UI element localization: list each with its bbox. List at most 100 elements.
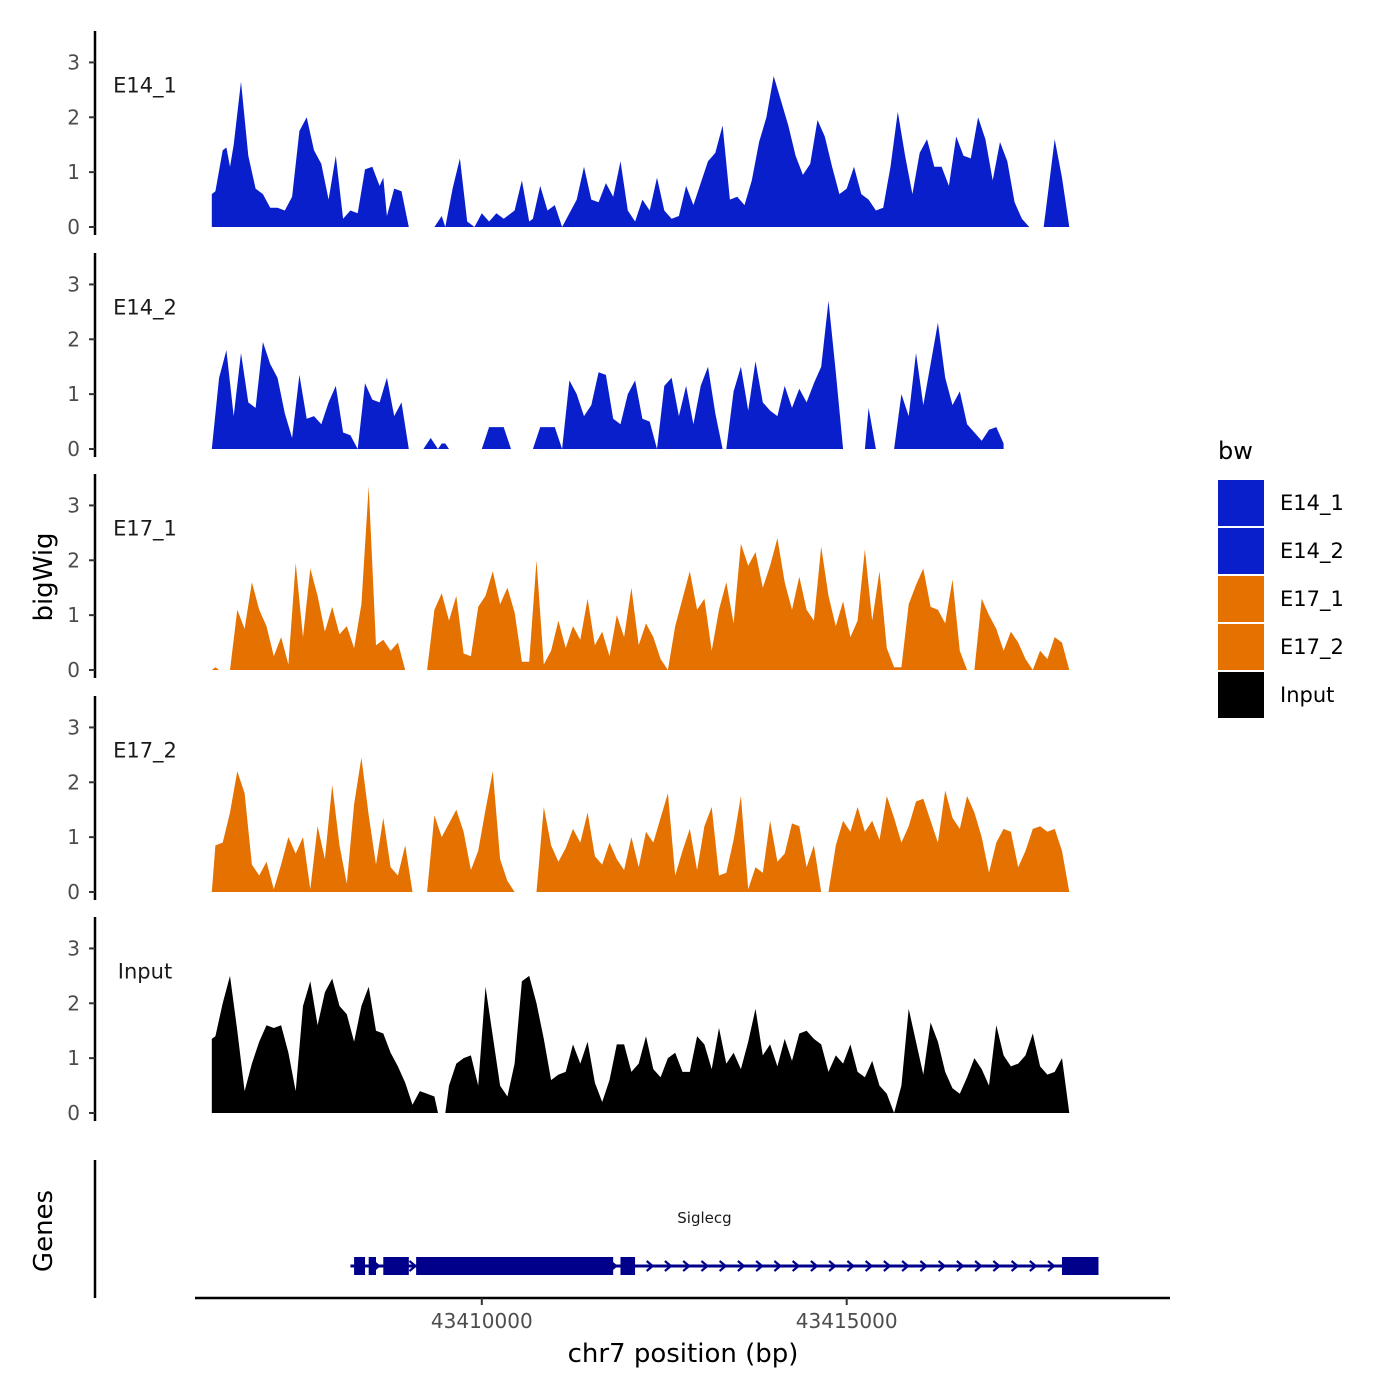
gene-exon bbox=[383, 1257, 409, 1275]
coverage-area-e14-2 bbox=[894, 322, 1004, 449]
y-tick-label: 2 bbox=[67, 548, 80, 572]
genes-track: Siglecg bbox=[93, 1160, 1099, 1298]
legend-label: E17_1 bbox=[1280, 587, 1344, 612]
legend-label: E14_1 bbox=[1280, 491, 1344, 516]
y-tick-label: 0 bbox=[67, 1101, 80, 1125]
y-tick-label: 3 bbox=[67, 493, 80, 517]
strand-arrow bbox=[937, 1260, 947, 1272]
x-axis-title: chr7 position (bp) bbox=[568, 1339, 799, 1369]
genes-axis-title: Genes bbox=[29, 1190, 59, 1272]
gene-exon bbox=[620, 1257, 636, 1275]
strand-arrow bbox=[846, 1260, 856, 1272]
y-tick-label: 1 bbox=[67, 1046, 80, 1070]
track-label: E14_1 bbox=[113, 73, 177, 98]
y-tick-label: 3 bbox=[67, 715, 80, 739]
strand-arrow bbox=[664, 1260, 673, 1272]
y-tick-label: 3 bbox=[67, 50, 80, 74]
strand-arrow bbox=[791, 1260, 801, 1272]
track-e14-1: 0 1 2 3 E14_1 bbox=[67, 31, 1070, 239]
track-e17-2: 0 1 2 3 E17_2 bbox=[67, 696, 1070, 904]
gene-label: Siglecg bbox=[677, 1209, 731, 1227]
strand-arrow bbox=[956, 1260, 965, 1272]
strand-arrow bbox=[408, 1260, 418, 1272]
strand-arrow bbox=[737, 1260, 746, 1272]
strand-arrow bbox=[864, 1260, 874, 1272]
strand-arrow bbox=[718, 1260, 728, 1272]
legend-swatch-e17-1 bbox=[1218, 576, 1264, 622]
y-tick-label: 1 bbox=[67, 603, 80, 627]
tracks-group: 0 1 2 3 E14_1 0 1 2 3 E14_2 0 1 2 3 E17_1 0 1 2 3 E17_2 0 1 2 3… bbox=[67, 31, 1070, 1125]
strand-arrow bbox=[901, 1260, 910, 1272]
coverage-area-e17-2 bbox=[536, 793, 822, 892]
y-tick-label: 3 bbox=[67, 272, 80, 296]
strand-arrow bbox=[1010, 1260, 1020, 1272]
coverage-area-e17-1 bbox=[211, 486, 406, 670]
coverage-area-e14-2 bbox=[211, 342, 409, 449]
coverage-area-e17-2 bbox=[828, 790, 1070, 892]
y-tick-label: 3 bbox=[67, 936, 80, 960]
coverage-area-e14-2 bbox=[657, 366, 723, 449]
coverage-area-e14-2 bbox=[726, 300, 844, 449]
y-axis-title: bigWig bbox=[29, 532, 59, 621]
strand-arrow bbox=[883, 1260, 892, 1272]
coverage-area-e14-1 bbox=[1043, 139, 1070, 227]
coverage-area-input bbox=[445, 975, 1070, 1113]
track-label: E17_2 bbox=[113, 738, 177, 763]
coverage-area-e17-2 bbox=[427, 771, 515, 892]
x-tick-label: 43415000 bbox=[796, 1309, 898, 1333]
strand-arrow bbox=[828, 1260, 837, 1272]
coverage-area-e14-2 bbox=[423, 438, 449, 449]
coverage-area-e14-2 bbox=[481, 427, 511, 449]
legend-swatch-e14-2 bbox=[1218, 528, 1264, 574]
coverage-area-e17-1 bbox=[667, 538, 1070, 670]
track-input: 0 1 2 3 Input bbox=[67, 917, 1070, 1125]
coverage-area-e17-2 bbox=[211, 757, 413, 892]
y-tick-label: 2 bbox=[67, 105, 80, 129]
strand-arrow bbox=[992, 1260, 1002, 1272]
y-tick-label: 0 bbox=[67, 880, 80, 904]
gene-exon bbox=[1061, 1257, 1099, 1275]
coverage-area-e17-1 bbox=[427, 560, 668, 670]
strand-arrow bbox=[700, 1260, 710, 1272]
track-e17-1: 0 1 2 3 E17_1 bbox=[67, 474, 1070, 682]
y-tick-label: 0 bbox=[67, 215, 80, 239]
y-tick-label: 2 bbox=[67, 991, 80, 1015]
y-tick-label: 1 bbox=[67, 160, 80, 184]
gene-exon bbox=[354, 1257, 366, 1275]
coverage-area-e14-2 bbox=[532, 427, 563, 449]
strand-arrow bbox=[1047, 1260, 1056, 1272]
y-tick-label: 2 bbox=[67, 770, 80, 794]
strand-arrow bbox=[682, 1260, 691, 1272]
strand-arrow bbox=[919, 1260, 929, 1272]
gene-exon bbox=[416, 1257, 614, 1275]
legend-label: E14_2 bbox=[1280, 539, 1344, 564]
legend-swatch-input bbox=[1218, 672, 1264, 718]
x-tick-label: 43410000 bbox=[431, 1309, 533, 1333]
strand-arrow bbox=[810, 1260, 819, 1272]
strand-arrow bbox=[1029, 1260, 1038, 1272]
y-tick-label: 0 bbox=[67, 658, 80, 682]
coverage-area-e14-2 bbox=[562, 372, 657, 449]
gene-exon bbox=[368, 1257, 376, 1275]
track-label: E14_2 bbox=[113, 295, 177, 320]
track-e14-2: 0 1 2 3 E14_2 bbox=[67, 253, 1004, 461]
legend-swatch-e17-2 bbox=[1218, 624, 1264, 670]
legend-label: Input bbox=[1280, 683, 1334, 707]
legend-title: bw bbox=[1218, 437, 1253, 465]
x-axis: 43410000 43415000 bbox=[195, 1296, 1170, 1333]
y-tick-label: 1 bbox=[67, 825, 80, 849]
y-tick-label: 1 bbox=[67, 382, 80, 406]
y-tick-label: 0 bbox=[67, 437, 80, 461]
coverage-area-e14-2 bbox=[864, 407, 876, 449]
legend-label: E17_2 bbox=[1280, 635, 1344, 660]
strand-arrow bbox=[773, 1260, 783, 1272]
coverage-area-input bbox=[211, 975, 438, 1113]
strand-arrow bbox=[974, 1260, 983, 1272]
legend-swatch-e14-1 bbox=[1218, 480, 1264, 526]
strand-arrow bbox=[645, 1260, 655, 1272]
legend: bw E14_1 E14_2 E17_1 E17_2 Input bbox=[1218, 437, 1344, 718]
coverage-area-e14-1 bbox=[211, 81, 409, 227]
track-label: E17_1 bbox=[113, 516, 177, 541]
track-label: Input bbox=[118, 959, 172, 983]
